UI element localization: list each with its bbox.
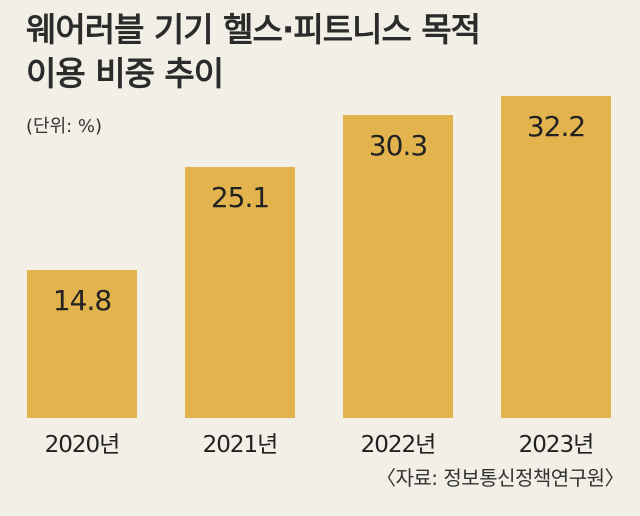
value-label-2023년: 32.2 <box>527 110 585 143</box>
chart-title-line2: 이용 비중 추이 <box>26 54 224 93</box>
category-label-2022년: 2022년 <box>361 432 436 458</box>
category-label-2021년: 2021년 <box>203 432 278 458</box>
chart-title: 웨어러블 기기 헬스·피트니스 목적 이용 비중 추이 <box>26 8 481 96</box>
value-label-2021년: 25.1 <box>211 181 269 214</box>
category-label-2020년: 2020년 <box>45 432 120 458</box>
bar-2020년 <box>27 270 137 418</box>
value-label-2022년: 30.3 <box>369 129 427 162</box>
value-label-2020년: 14.8 <box>53 284 111 317</box>
chart-title-line1: 웨어러블 기기 헬스·피트니스 목적 <box>26 10 481 49</box>
unit-label: (단위: %) <box>26 116 103 137</box>
bar-2022년 <box>343 115 453 418</box>
bar-2021년 <box>185 167 295 418</box>
bar-2023년 <box>501 96 611 418</box>
category-label-2023년: 2023년 <box>519 432 594 458</box>
source-note: 〈자료: 정보통신정책연구원〉 <box>376 466 625 490</box>
